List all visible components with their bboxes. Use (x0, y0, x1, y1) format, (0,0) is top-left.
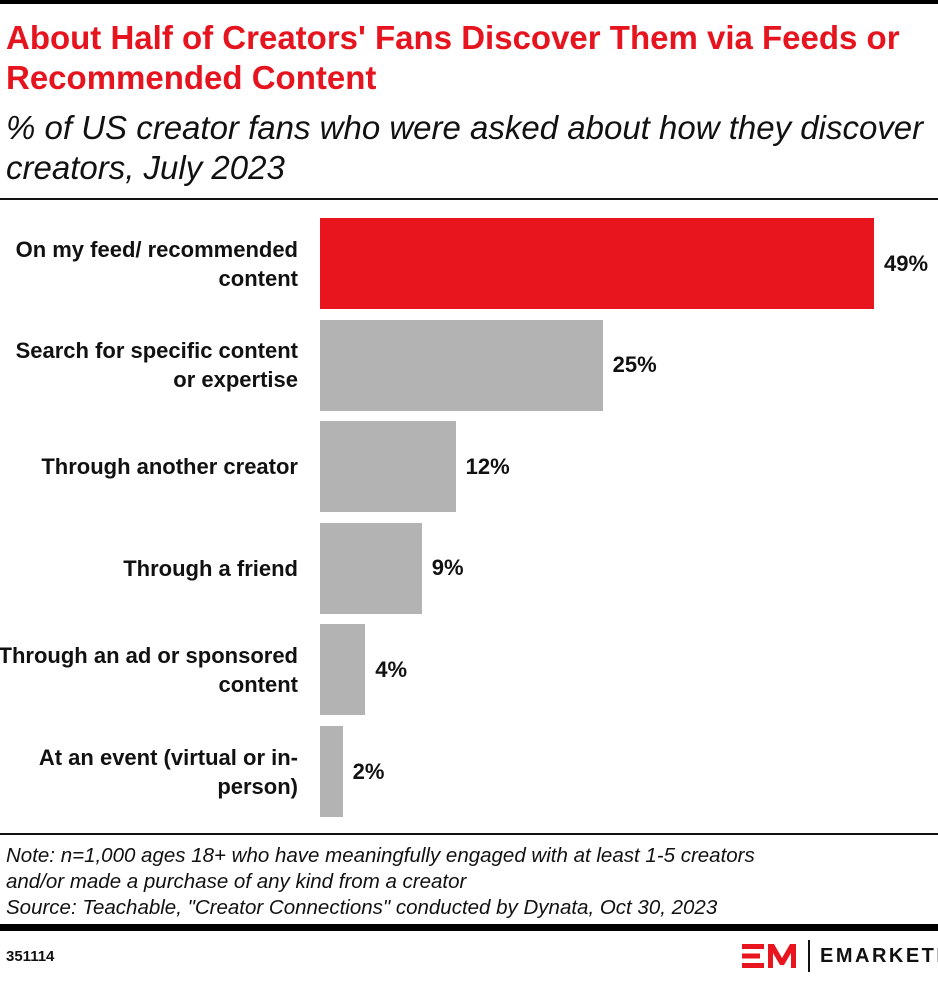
footnote: Note: n=1,000 ages 18+ who have meaningf… (6, 843, 755, 921)
chart-title: About Half of Creators' Fans Discover Th… (6, 19, 900, 96)
chart-subtitle: % of US creator fans who were asked abou… (6, 109, 924, 186)
brand-name: EMARKETER (820, 944, 938, 967)
note-line: Note: n=1,000 ages 18+ who have meaningf… (6, 844, 755, 867)
bar (320, 726, 343, 817)
data-label: 49% (884, 250, 929, 276)
category-label: Through a friend (0, 523, 298, 614)
data-label: 25% (612, 352, 657, 378)
category-text: Through an ad or sponsored content (0, 642, 298, 697)
top-rule (0, 0, 938, 4)
data-label: 9% (431, 555, 464, 581)
data-label: 4% (375, 656, 408, 682)
divider (0, 198, 938, 200)
category-text: On my feed/ recommended content (15, 236, 298, 291)
data-label: 2% (352, 758, 385, 784)
chart-id: 351114 (6, 948, 55, 965)
bar (320, 218, 874, 309)
bar (320, 319, 603, 411)
bar (320, 421, 456, 513)
category-text: At an event (virtual or in-person) (38, 744, 298, 799)
category-text: Through another creator (41, 454, 298, 480)
category-label: On my feed/ recommended content (0, 218, 298, 309)
data-label: 12% (465, 453, 510, 479)
emarketer-logo: EMARKETER (742, 940, 938, 972)
em-logo-icon (742, 944, 796, 968)
divider (0, 833, 938, 835)
category-text: Search for specific content or expertise (15, 338, 298, 393)
category-label: Search for specific content or expertise (0, 320, 298, 411)
category-label: Through another creator (0, 421, 298, 512)
source-line: Source: Teachable, "Creator Connections"… (6, 896, 718, 919)
bar (320, 522, 422, 614)
category-label: Through an ad or sponsored content (0, 624, 298, 715)
bar (320, 624, 366, 716)
category-text: Through a friend (123, 555, 298, 581)
note-line: and/or made a purchase of any kind from … (6, 870, 467, 893)
category-label: At an event (virtual or in-person) (0, 726, 298, 817)
logo-separator (808, 940, 810, 972)
bottom-rule (0, 924, 938, 931)
